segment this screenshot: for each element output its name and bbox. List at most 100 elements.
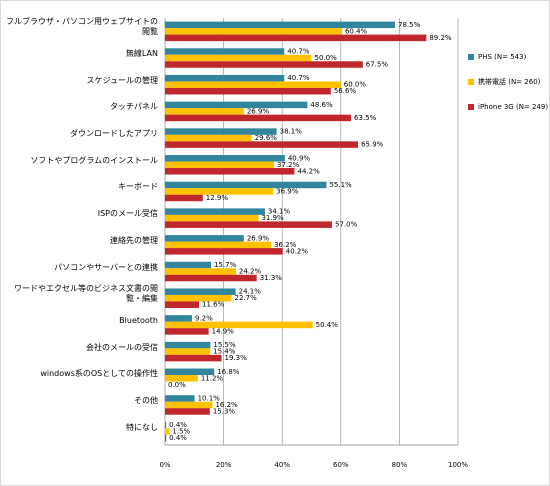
value-label: 15.5% <box>213 341 236 349</box>
legend-label: 携帯電話 (N= 260) <box>478 77 541 86</box>
y-tick-label: 無線LAN <box>125 49 158 59</box>
bar <box>165 114 352 122</box>
value-label: 55.1% <box>329 181 352 189</box>
legend-label: iPhone 3G (N= 249) <box>478 103 548 111</box>
value-label: 67.5% <box>366 61 389 69</box>
value-label: 19.3% <box>225 354 248 362</box>
value-label: 40.2% <box>286 247 309 255</box>
value-label: 57.0% <box>335 221 358 229</box>
bar <box>165 74 285 82</box>
value-label: 50.0% <box>315 54 338 62</box>
y-tick-label: 連絡先の管理 <box>110 235 158 245</box>
bar <box>165 408 210 415</box>
value-label: 63.5% <box>354 114 377 122</box>
x-tick-label: 40% <box>274 461 290 469</box>
x-tick-label: 60% <box>333 461 349 469</box>
bar <box>165 208 265 215</box>
bar <box>165 221 333 228</box>
bar <box>165 354 222 362</box>
bar <box>165 128 277 135</box>
value-label: 48.6% <box>310 101 333 109</box>
value-label: 78.5% <box>398 21 421 29</box>
bar <box>165 428 170 435</box>
value-label: 40.7% <box>287 74 310 82</box>
bar <box>165 315 192 322</box>
bar <box>165 61 363 68</box>
bar <box>165 194 203 202</box>
value-label: 16.8% <box>217 368 240 376</box>
value-label: 15.7% <box>214 261 237 269</box>
value-label: 44.2% <box>298 167 321 175</box>
bar <box>165 301 199 308</box>
value-label: 11.6% <box>202 301 225 309</box>
value-label: 10.1% <box>198 394 221 402</box>
bar <box>165 395 195 402</box>
bar <box>165 155 285 162</box>
bar <box>165 54 312 62</box>
bar <box>165 375 198 382</box>
value-label: 56.6% <box>334 87 357 95</box>
bar <box>165 241 272 249</box>
bar <box>165 328 209 335</box>
bar <box>165 101 308 109</box>
y-tick-label: ワードやエクセル等のビジネス文書の閲覧・編集 <box>14 284 158 304</box>
x-tick-label: 100% <box>448 461 468 469</box>
bar <box>165 168 295 175</box>
value-label: 40.9% <box>288 154 311 162</box>
bar <box>165 214 259 222</box>
y-tick-label: 会社のメールの受信 <box>86 342 158 352</box>
value-label: 37.2% <box>277 161 300 169</box>
value-label: 36.2% <box>274 241 297 249</box>
y-tick-label: Bluetooth <box>119 315 158 325</box>
bar <box>165 294 232 302</box>
bar <box>165 261 212 269</box>
legend-label: PHS (N= 543) <box>478 53 527 61</box>
value-label: 16.2% <box>215 401 238 409</box>
value-label: 15.3% <box>213 407 236 415</box>
value-label: 22.7% <box>235 294 258 302</box>
bar <box>165 288 236 295</box>
y-tick-label: その他 <box>134 395 158 405</box>
value-label: 65.9% <box>361 141 384 149</box>
y-tick-label: パソコンやサーバーとの連携 <box>54 262 158 272</box>
bar <box>165 21 396 29</box>
bar <box>165 268 236 275</box>
y-tick-label: ダウンロードしたアプリ <box>70 129 158 139</box>
value-label: 89.2% <box>429 34 452 42</box>
bar <box>165 161 274 169</box>
bar <box>165 28 342 35</box>
value-label: 9.2% <box>195 314 213 322</box>
y-tick-label: フルブラウザ・パソコン用ウェブサイトの閲覧 <box>6 17 158 37</box>
value-label: 0.0% <box>168 381 186 389</box>
value-label: 12.9% <box>206 194 229 202</box>
bar <box>165 421 167 429</box>
value-label: 0.4% <box>169 434 187 442</box>
y-tick-label: ISPのメール受信 <box>97 209 158 219</box>
bar <box>165 248 283 255</box>
y-tick-label: ソフトやプログラムのインストール <box>30 155 158 165</box>
value-label: 31.3% <box>260 274 283 282</box>
y-tick-label: 特になし <box>126 422 158 432</box>
bar <box>165 134 252 142</box>
value-label: 38.1% <box>280 128 303 136</box>
value-label: 1.5% <box>172 428 190 436</box>
bar <box>165 87 331 95</box>
value-label: 36.9% <box>276 187 299 195</box>
bar <box>165 274 257 282</box>
x-tick-label: 80% <box>392 461 408 469</box>
value-label: 24.2% <box>239 268 262 276</box>
bar <box>165 401 213 409</box>
value-label: 0.4% <box>169 421 187 429</box>
value-label: 26.9% <box>247 234 270 242</box>
y-tick-label: タッチパネル <box>110 102 158 112</box>
bar <box>165 181 327 189</box>
value-label: 34.1% <box>268 208 291 216</box>
bar <box>165 235 244 242</box>
legend-swatch <box>468 79 474 85</box>
y-tick-label: windows系のOSとしての操作性 <box>40 369 158 379</box>
value-label: 14.9% <box>212 327 235 335</box>
value-label: 29.6% <box>255 134 278 142</box>
bar <box>165 108 244 115</box>
